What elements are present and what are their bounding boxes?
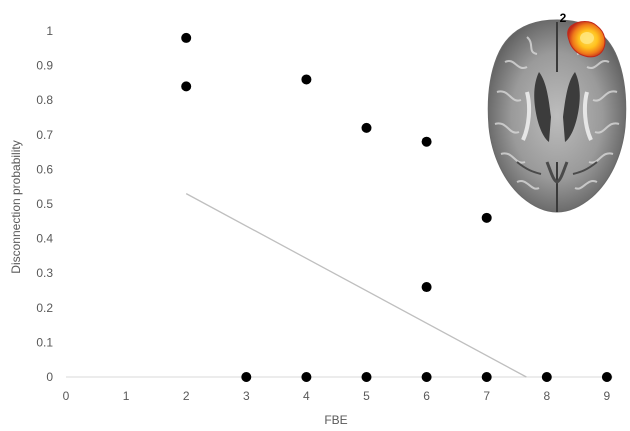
data-point	[361, 372, 372, 382]
data-point	[181, 81, 192, 92]
data-point	[481, 372, 492, 382]
data-points	[181, 32, 612, 382]
y-tick-label: 0.6	[36, 162, 53, 176]
data-point	[421, 372, 432, 382]
data-point	[601, 372, 612, 382]
y-tick-label: 0.4	[36, 232, 53, 246]
y-tick-label: 0	[46, 370, 53, 384]
data-point	[541, 372, 552, 382]
data-point	[481, 212, 492, 223]
y-tick-label: 0.2	[36, 301, 53, 315]
data-point	[181, 32, 192, 43]
y-tick-label: 0.1	[36, 335, 53, 349]
x-tick-label: 1	[123, 389, 130, 403]
y-axis-title: Disconnection probability	[9, 140, 23, 273]
inset-label: 2	[560, 11, 567, 25]
trendline-group	[185, 193, 527, 378]
x-tick-label: 7	[483, 389, 490, 403]
x-tick-label: 4	[303, 389, 310, 403]
data-point	[241, 372, 252, 382]
y-tick-label: 0.7	[36, 128, 53, 142]
brain-axial-slice-icon: 2	[487, 11, 627, 213]
data-point	[421, 282, 432, 293]
y-tick-label: 1	[46, 24, 53, 38]
x-tick-label: 5	[363, 389, 370, 403]
y-tick-label: 0.9	[36, 59, 53, 73]
x-tick-label: 3	[243, 389, 250, 403]
x-axis-title: FBE	[324, 413, 347, 427]
data-point	[301, 372, 312, 382]
tick-labels: 0 1 2 3 4 5 6 7 8 9 0 0.1 0.2 0.3 0.4 0.5 0.6 0.7 0.8 0.9 1	[36, 24, 610, 403]
data-point	[361, 122, 372, 133]
y-tick-label: 0.8	[36, 93, 53, 107]
x-tick-label: 0	[63, 389, 70, 403]
data-point	[301, 74, 312, 85]
x-tick-label: 2	[183, 389, 190, 403]
y-tick-label: 0.5	[36, 197, 53, 211]
trendline	[185, 193, 527, 378]
data-point	[421, 136, 432, 147]
x-tick-label: 8	[543, 389, 550, 403]
y-tick-label: 0.3	[36, 266, 53, 280]
x-tick-label: 9	[604, 389, 611, 403]
x-tick-label: 6	[423, 389, 430, 403]
